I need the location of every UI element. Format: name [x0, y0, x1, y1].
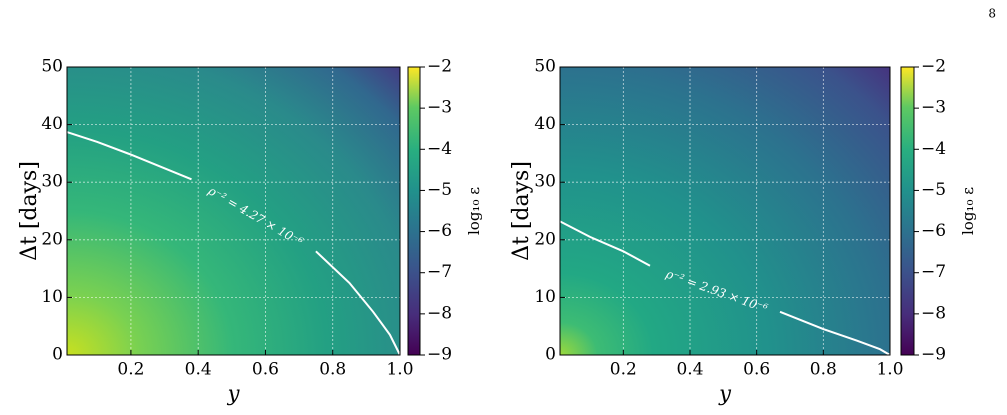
y-tick-label: 40	[534, 114, 556, 134]
colorbar-tick-label: −3	[427, 98, 452, 118]
y-axis-label: Δt [days]	[17, 161, 42, 261]
colorbar-tick-label: −9	[427, 345, 452, 365]
axes-frame	[66, 66, 401, 356]
colorbar-tick-label: −6	[427, 221, 452, 241]
colorbar-tick-label: −6	[921, 221, 946, 241]
y-axis-label: Δt [days]	[509, 161, 534, 261]
heatmap	[67, 67, 400, 355]
colorbar	[900, 66, 915, 356]
x-axis-label: y	[718, 382, 732, 406]
page-number: 8	[988, 7, 996, 21]
x-tick-label: 0.8	[810, 360, 837, 380]
colorbar-label: log₁₀ ε	[465, 187, 483, 235]
colorbar-tick-label: −5	[921, 180, 946, 200]
colorbar-tick-label: −8	[427, 303, 452, 323]
colorbar	[407, 66, 421, 356]
y-tick-label: 30	[534, 172, 556, 192]
colorbar-tick-label: −7	[921, 262, 946, 282]
x-tick-label: 0.2	[610, 360, 637, 380]
x-tick-label: 1.0	[386, 360, 413, 380]
axes-frame	[559, 66, 891, 356]
x-tick-label: 0.2	[117, 360, 144, 380]
colorbar-label: log₁₀ ε	[959, 187, 977, 235]
x-tick-label: 0.4	[185, 360, 212, 380]
x-tick-label: 0.4	[676, 360, 703, 380]
colorbar-tick-label: −2	[427, 57, 452, 77]
colorbar-tick-label: −5	[427, 180, 452, 200]
y-tick-label: 20	[41, 229, 63, 249]
y-tick-label: 30	[41, 172, 63, 192]
colorbar-tick-label: −2	[921, 57, 946, 77]
y-tick-label: 50	[41, 57, 63, 77]
x-tick-label: 0.6	[743, 360, 770, 380]
colorbar-tick-label: −7	[427, 262, 452, 282]
x-tick-label: 1.0	[876, 360, 903, 380]
y-tick-label: 0	[52, 345, 63, 365]
y-tick-label: 20	[534, 229, 556, 249]
contour-line	[66, 131, 401, 356]
colorbar-tick-label: −4	[427, 139, 452, 159]
y-tick-label: 50	[534, 57, 556, 77]
colorbar-tick-label: −4	[921, 139, 946, 159]
y-tick-label: 10	[534, 287, 556, 307]
x-axis-label: y	[227, 382, 241, 406]
colorbar-tick-label: −3	[921, 98, 946, 118]
heatmap	[560, 67, 890, 355]
y-tick-label: 10	[41, 287, 63, 307]
y-tick-label: 40	[41, 114, 63, 134]
x-tick-label: 0.8	[319, 360, 346, 380]
x-tick-label: 0.6	[252, 360, 279, 380]
y-tick-label: 0	[545, 345, 556, 365]
colorbar-tick-label: −9	[921, 345, 946, 365]
colorbar-tick-label: −8	[921, 303, 946, 323]
contour-line	[559, 220, 891, 356]
